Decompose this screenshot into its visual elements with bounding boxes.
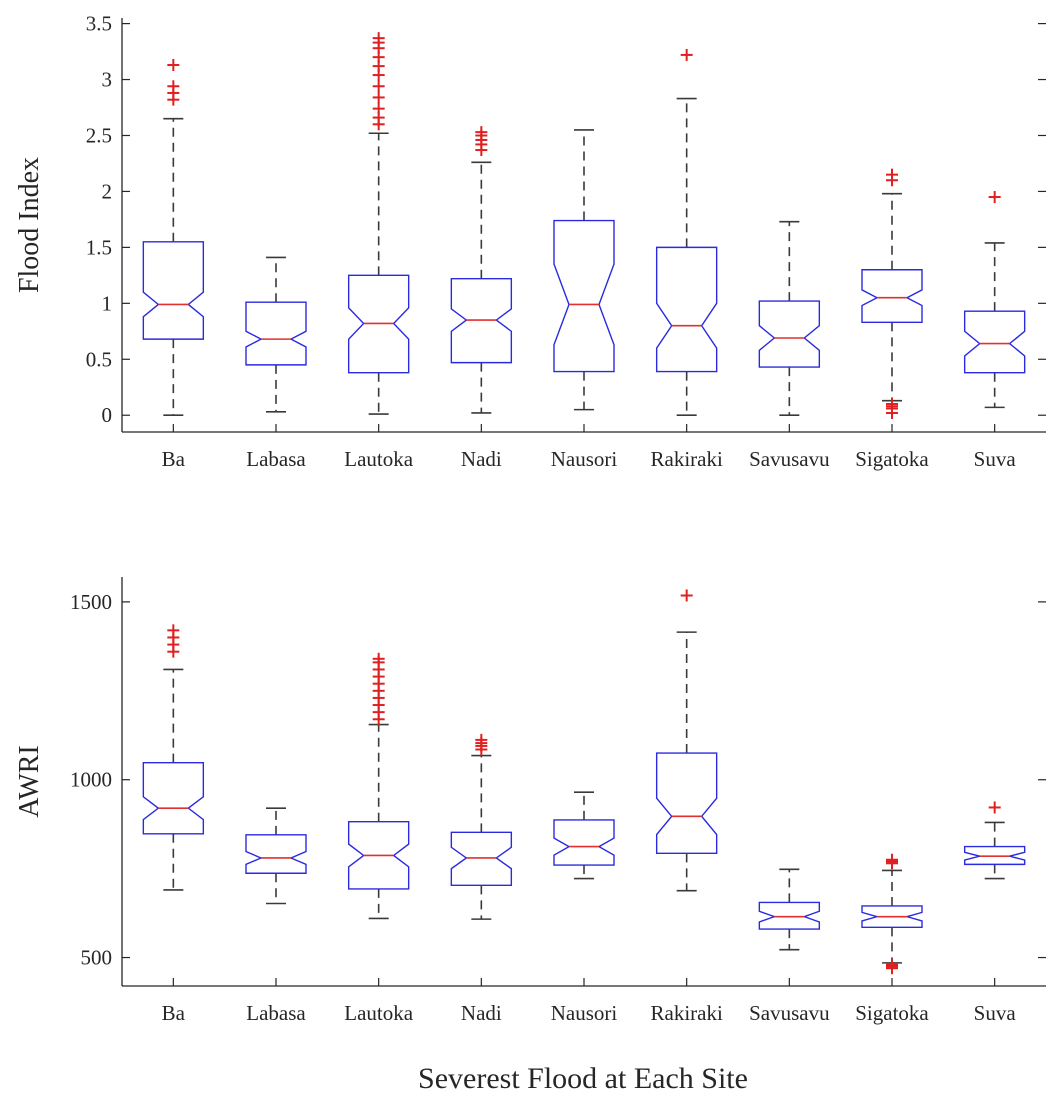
notched-box: [450, 831, 513, 887]
outlier-marker: [886, 168, 898, 181]
box-sigatoka: [861, 168, 923, 419]
box-nadi: [450, 733, 513, 920]
x-tick-label: Ba: [162, 1001, 186, 1025]
y-tick-label: 1500: [70, 590, 112, 614]
outlier-marker: [372, 80, 385, 93]
box-labasa: [245, 256, 307, 413]
x-tick-label: Suva: [974, 1001, 1017, 1025]
outlier-marker: [372, 102, 385, 115]
y-axis-label: Flood Index: [14, 157, 45, 293]
box-nausori: [553, 129, 615, 411]
outlier-marker: [886, 958, 898, 971]
figure-xlabel: Severest Flood at Each Site: [418, 1062, 748, 1095]
y-tick-label: 1.5: [86, 235, 112, 259]
y-tick-label: 3.5: [86, 12, 112, 36]
notched-box: [347, 274, 410, 374]
y-tick-label: 2.5: [86, 123, 112, 147]
y-tick-label: 1000: [70, 768, 112, 792]
notched-box: [245, 834, 307, 874]
x-tick-label: Labasa: [246, 1001, 306, 1025]
y-tick-label: 500: [81, 946, 113, 970]
outlier-marker: [167, 58, 180, 71]
y-tick-label: 0: [102, 403, 113, 427]
notched-box: [553, 219, 615, 373]
x-tick-label: Savusavu: [749, 1001, 830, 1025]
x-tick-label: Lautoka: [344, 447, 413, 471]
notched-box: [553, 819, 615, 866]
y-tick-label: 3: [102, 68, 113, 92]
outlier-marker: [167, 624, 180, 637]
notched-box: [861, 905, 923, 929]
x-tick-label: Rakiraki: [651, 1001, 723, 1025]
notched-box: [450, 278, 513, 364]
x-tick-label: Nausori: [551, 447, 618, 471]
notched-box: [655, 752, 718, 855]
box-lautoka: [347, 652, 410, 920]
x-tick-label: Nadi: [461, 447, 502, 471]
outlier-marker: [372, 32, 385, 45]
x-tick-label: Labasa: [246, 447, 306, 471]
box-labasa: [245, 807, 307, 905]
box-ba: [142, 624, 205, 891]
outlier-marker: [886, 398, 898, 411]
x-tick-label: Nausori: [551, 1001, 618, 1025]
y-axis-label: AWRI: [14, 745, 45, 817]
notched-box: [142, 241, 205, 340]
notched-box: [963, 310, 1026, 374]
box-nadi: [450, 126, 513, 414]
outlier-marker: [988, 191, 1001, 204]
x-tick-label: Sigatoka: [855, 1001, 929, 1025]
outlier-marker: [988, 801, 1001, 814]
outlier-marker: [680, 589, 693, 602]
box-lautoka: [347, 32, 410, 415]
y-tick-label: 2: [102, 179, 113, 203]
box-rakiraki: [655, 48, 718, 417]
notched-box: [142, 761, 205, 835]
box-suva: [963, 191, 1026, 409]
outlier-marker: [372, 91, 385, 104]
x-tick-label: Lautoka: [344, 1001, 413, 1025]
outlier-marker: [886, 853, 898, 866]
x-tick-label: Nadi: [461, 1001, 502, 1025]
outlier-marker: [372, 652, 385, 665]
box-savusavu: [758, 868, 821, 951]
outlier-marker: [475, 733, 488, 746]
x-tick-label: Rakiraki: [651, 447, 723, 471]
notched-box: [861, 269, 923, 324]
notched-box: [347, 820, 410, 890]
notched-box: [655, 246, 718, 373]
awri-panel: 500 1000 1500 AWRI Ba Labasa Lautoka Nadi Nausor…: [14, 577, 1046, 1025]
box-ba: [142, 58, 205, 417]
notched-box: [758, 901, 821, 930]
outlier-marker: [167, 80, 180, 93]
box-suva: [963, 801, 1026, 880]
y-tick-label: 1: [102, 291, 113, 315]
box-rakiraki: [655, 589, 718, 892]
x-tick-label: Savusavu: [749, 447, 830, 471]
notched-box: [758, 300, 821, 368]
box-nausori: [553, 791, 615, 880]
x-tick-label: Suva: [974, 447, 1017, 471]
outlier-marker: [680, 48, 693, 61]
notched-box: [245, 301, 307, 366]
notched-box: [963, 845, 1026, 866]
y-tick-label: 0.5: [86, 347, 112, 371]
flood-index-panel: 0 0.5 1 1.5 2 2.5 3 3.5 Flood Index Ba Labasa Lauto…: [14, 12, 1046, 471]
box-savusavu: [758, 220, 821, 417]
x-tick-label: Ba: [162, 447, 186, 471]
box-sigatoka: [861, 853, 923, 975]
outlier-marker: [475, 126, 488, 139]
x-tick-label: Sigatoka: [855, 447, 929, 471]
